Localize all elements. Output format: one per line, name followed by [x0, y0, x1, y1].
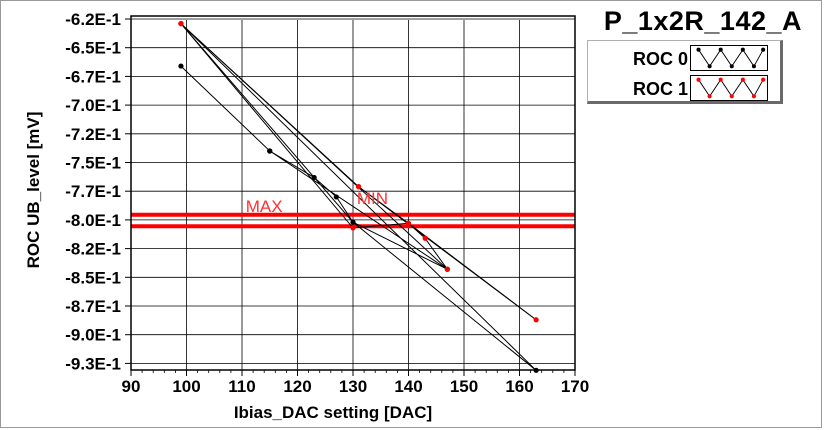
y-tick-label: -6.2E-1	[65, 10, 121, 29]
y-tick-label: -9.0E-1	[65, 326, 121, 345]
legend-swatch-roc0	[690, 45, 768, 71]
data-point-roc1	[533, 317, 539, 323]
y-tick-label: -7.7E-1	[65, 182, 121, 201]
legend-marker	[729, 64, 734, 69]
x-tick-label: 130	[339, 377, 367, 396]
y-axis-title: ROC UB_level [mV]	[24, 112, 43, 269]
x-tick-label: 90	[122, 377, 141, 396]
y-tick-label: -8.7E-1	[65, 297, 121, 316]
legend-marker	[729, 94, 734, 99]
data-point-roc1	[355, 184, 362, 190]
x-tick-label: 140	[394, 377, 422, 396]
data-point-roc1	[178, 20, 184, 27]
data-point-roc1	[422, 235, 428, 241]
y-tick-label: -6.5E-1	[65, 39, 121, 58]
legend-marker	[707, 94, 712, 99]
plot-frame	[130, 15, 576, 371]
legend-marker	[740, 47, 745, 52]
y-tick-label: -7.5E-1	[65, 154, 121, 173]
y-tick-label: -7.0E-1	[65, 96, 121, 115]
legend-swatch-roc1	[690, 75, 768, 101]
y-tick-label: -8.2E-1	[65, 240, 121, 259]
legend-marker	[751, 64, 756, 69]
annotation-min: MIN	[357, 189, 388, 208]
legend-item-roc0: ROC 0	[588, 43, 780, 73]
x-tick-label: 120	[283, 377, 311, 396]
legend-label-roc0: ROC 0	[632, 49, 688, 69]
x-tick-label: 160	[505, 377, 533, 396]
legend-marker	[751, 94, 756, 99]
series-line-roc0	[180, 23, 537, 371]
y-tick-label: -7.2E-1	[65, 125, 121, 144]
legend-marker	[761, 77, 766, 82]
legend-label-roc1: ROC 1	[632, 79, 688, 99]
legend: ROC 0 ROC 1	[587, 40, 783, 104]
x-axis-title: Ibias_DAC setting [DAC]	[234, 403, 432, 422]
data-point-roc0	[311, 174, 317, 181]
legend-item-roc1: ROC 1	[588, 73, 780, 103]
y-tick-label: -8.5E-1	[65, 268, 121, 287]
x-tick-label: 150	[450, 377, 478, 396]
annotation-max: MAX	[246, 197, 283, 216]
y-tick-label: -9.3E-1	[65, 354, 121, 373]
x-tick-label: 170	[561, 377, 589, 396]
legend-marker	[707, 64, 712, 69]
data-point-roc0	[267, 148, 273, 154]
series-line-roc1	[180, 23, 537, 321]
y-tick-label: -8.0E-1	[65, 211, 121, 230]
x-tick-label: 100	[172, 377, 200, 396]
legend-marker	[696, 77, 701, 82]
y-tick-label: -6.7E-1	[65, 67, 121, 86]
data-point-roc1	[444, 266, 450, 272]
data-point-roc1	[405, 220, 412, 226]
legend-marker	[718, 47, 723, 52]
data-point-roc0	[333, 194, 339, 200]
data-point-roc0	[350, 219, 356, 225]
chart-title: P_1x2R_142_A	[603, 6, 802, 36]
data-point-roc0	[178, 63, 184, 69]
legend-marker	[696, 47, 701, 52]
legend-marker	[718, 77, 723, 82]
legend-marker	[761, 47, 766, 52]
x-tick-label: 110	[228, 377, 255, 396]
data-point-roc1	[350, 225, 356, 231]
legend-marker	[740, 77, 745, 82]
